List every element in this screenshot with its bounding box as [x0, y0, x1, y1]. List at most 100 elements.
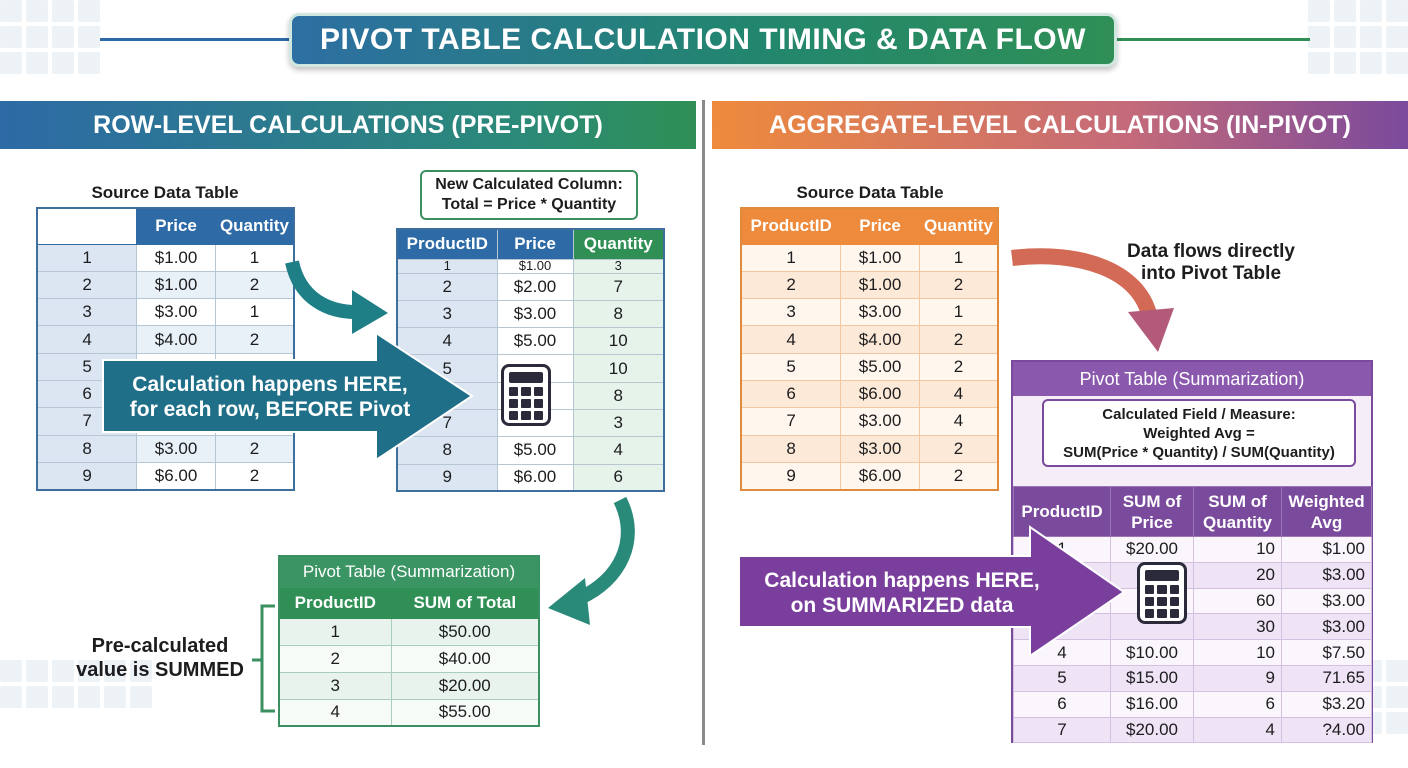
- cell: 8: [572, 299, 665, 329]
- bracket-icon: [260, 604, 275, 713]
- table-row: 2 $1.00 2: [36, 270, 295, 300]
- table-row: 4 $55.00: [278, 698, 540, 727]
- cell: 7: [572, 272, 665, 301]
- cell: $16.00: [1110, 690, 1194, 718]
- col-header: SUM of Total: [390, 587, 540, 619]
- table-row: 8 $3.00 2: [36, 434, 295, 463]
- cell: 1: [1013, 536, 1111, 563]
- cell: $4.00: [136, 325, 216, 354]
- cell: 10: [1193, 536, 1282, 563]
- cell: 2: [214, 270, 295, 300]
- table-row: 6 $16.00 6 $3.20: [1013, 690, 1372, 718]
- cell: $1.00: [840, 270, 920, 300]
- left-banner: ROW-LEVEL CALCULATIONS (PRE-PIVOT): [0, 101, 696, 149]
- cell: $3.00: [840, 407, 920, 436]
- right-arrow-text: Calculation happens HERE, on SUMMARIZED …: [752, 568, 1052, 618]
- note-line: into Pivot Table: [1140, 263, 1282, 284]
- cell: 1: [36, 243, 138, 272]
- cell: 8: [572, 381, 665, 410]
- cell: $10.00: [1110, 639, 1194, 666]
- cell: 2: [918, 270, 999, 300]
- right-source-table: ProductID Price Quantity 1 $1.00 1 2 $1.00 2…: [740, 207, 999, 491]
- cell: 3: [278, 671, 392, 700]
- cell: 4: [1193, 716, 1282, 744]
- cell: 5: [1013, 664, 1111, 692]
- col-header: ProductID: [1013, 486, 1111, 537]
- table-row: 2 $40.00: [278, 644, 540, 673]
- cell: 20: [1193, 561, 1282, 589]
- table-row: 1 $1.00 1: [740, 243, 999, 272]
- col-header: ProductID: [396, 228, 498, 260]
- cell: 9: [36, 461, 138, 491]
- cell: 9: [1193, 664, 1282, 692]
- calculated-column-callout: New Calculated Column: Total = Price * Q…: [420, 170, 638, 220]
- cell: 2: [36, 270, 138, 300]
- cell: 3: [396, 299, 498, 329]
- cell: 71.65: [1281, 664, 1372, 692]
- data-flow-note: Data flows directly into Pivot Table: [1100, 241, 1322, 285]
- cell: 1: [918, 298, 999, 327]
- col-header: ProductID: [278, 587, 392, 619]
- table-row: 3 $20.00: [278, 671, 540, 700]
- cell: 2: [214, 325, 295, 354]
- pivot-caption: Pivot Table (Summarization): [278, 555, 540, 589]
- cell: $4.00: [840, 325, 920, 354]
- bg-pattern-bl: [0, 660, 152, 708]
- cell: $1.00: [136, 270, 216, 300]
- right-pivot-table: ProductID SUM of Price SUM of Quantity W…: [1013, 486, 1372, 744]
- left-arrow-text: Calculation happens HERE, for each row, …: [120, 372, 420, 422]
- table-row: 7 $20.00 4 ?4.00: [1013, 716, 1372, 744]
- cell: 1: [918, 243, 999, 272]
- pivot-caption: Pivot Table (Summarization): [1013, 362, 1371, 396]
- arrow-text-line: on SUMMARIZED data: [790, 594, 1014, 617]
- table-row: 3 $3.00 1: [36, 298, 295, 327]
- table-row: 1 $1.00 3: [396, 258, 665, 274]
- cell: $20.00: [390, 671, 540, 700]
- table-row: 4 $4.00 2: [36, 325, 295, 354]
- col-header: SUM of Quantity: [1193, 486, 1282, 537]
- table-row: 3 $3.00 8: [396, 299, 665, 329]
- cell: 6: [1193, 690, 1282, 718]
- title-line-right: [1110, 38, 1310, 41]
- table-row: 4 $10.00 10 $7.50: [1013, 639, 1372, 666]
- callout-line: Weighted Avg =: [1143, 424, 1255, 442]
- cell: $1.00: [840, 243, 920, 272]
- cell: $6.00: [496, 463, 574, 492]
- cell: 3: [572, 258, 665, 274]
- cell: 6: [572, 463, 665, 492]
- table-row: 8 $3.00 2: [740, 434, 999, 463]
- cell: ?4.00: [1281, 716, 1372, 744]
- cell: 4: [740, 325, 842, 354]
- col-header: ProductID: [740, 207, 842, 245]
- cell: $6.00: [136, 461, 216, 491]
- cell: 9: [740, 461, 842, 491]
- cell: 2: [740, 270, 842, 300]
- cell: $3.20: [1281, 690, 1372, 718]
- cell: $1.00: [1281, 536, 1372, 563]
- measure-callout: Calculated Field / Measure: Weighted Avg…: [1042, 399, 1356, 467]
- cell: 7: [1013, 716, 1111, 744]
- col-header: Quantity: [214, 207, 295, 245]
- cell: 2: [918, 352, 999, 381]
- page-title: PIVOT TABLE CALCULATION TIMING & DATA FL…: [289, 13, 1117, 67]
- cell: 8: [396, 436, 498, 465]
- bg-pattern-tr: [1308, 0, 1408, 74]
- cell: $3.00: [136, 434, 216, 463]
- cell: 8: [740, 434, 842, 463]
- note-line: Pre-calculated: [91, 635, 229, 657]
- col-header: Weighted Avg: [1281, 486, 1372, 537]
- col-header: Price: [496, 228, 574, 260]
- curved-arrow-down-icon: [576, 496, 635, 605]
- table-row: 3 $3.00 1: [740, 298, 999, 327]
- arrow-head-icon: [1128, 308, 1174, 352]
- cell: 4: [278, 698, 392, 727]
- cell: 2: [214, 434, 295, 463]
- cell: $6.00: [840, 461, 920, 491]
- cell: $5.00: [496, 327, 574, 356]
- table-row: 9 $6.00 2: [36, 461, 295, 491]
- cell: $2.00: [496, 272, 574, 301]
- table-row: 1 $1.00 1: [36, 243, 295, 272]
- left-pivot-table: Pivot Table (Summarization) ProductID SU…: [278, 555, 540, 727]
- cell: $15.00: [1110, 664, 1194, 692]
- cell: 3: [740, 298, 842, 327]
